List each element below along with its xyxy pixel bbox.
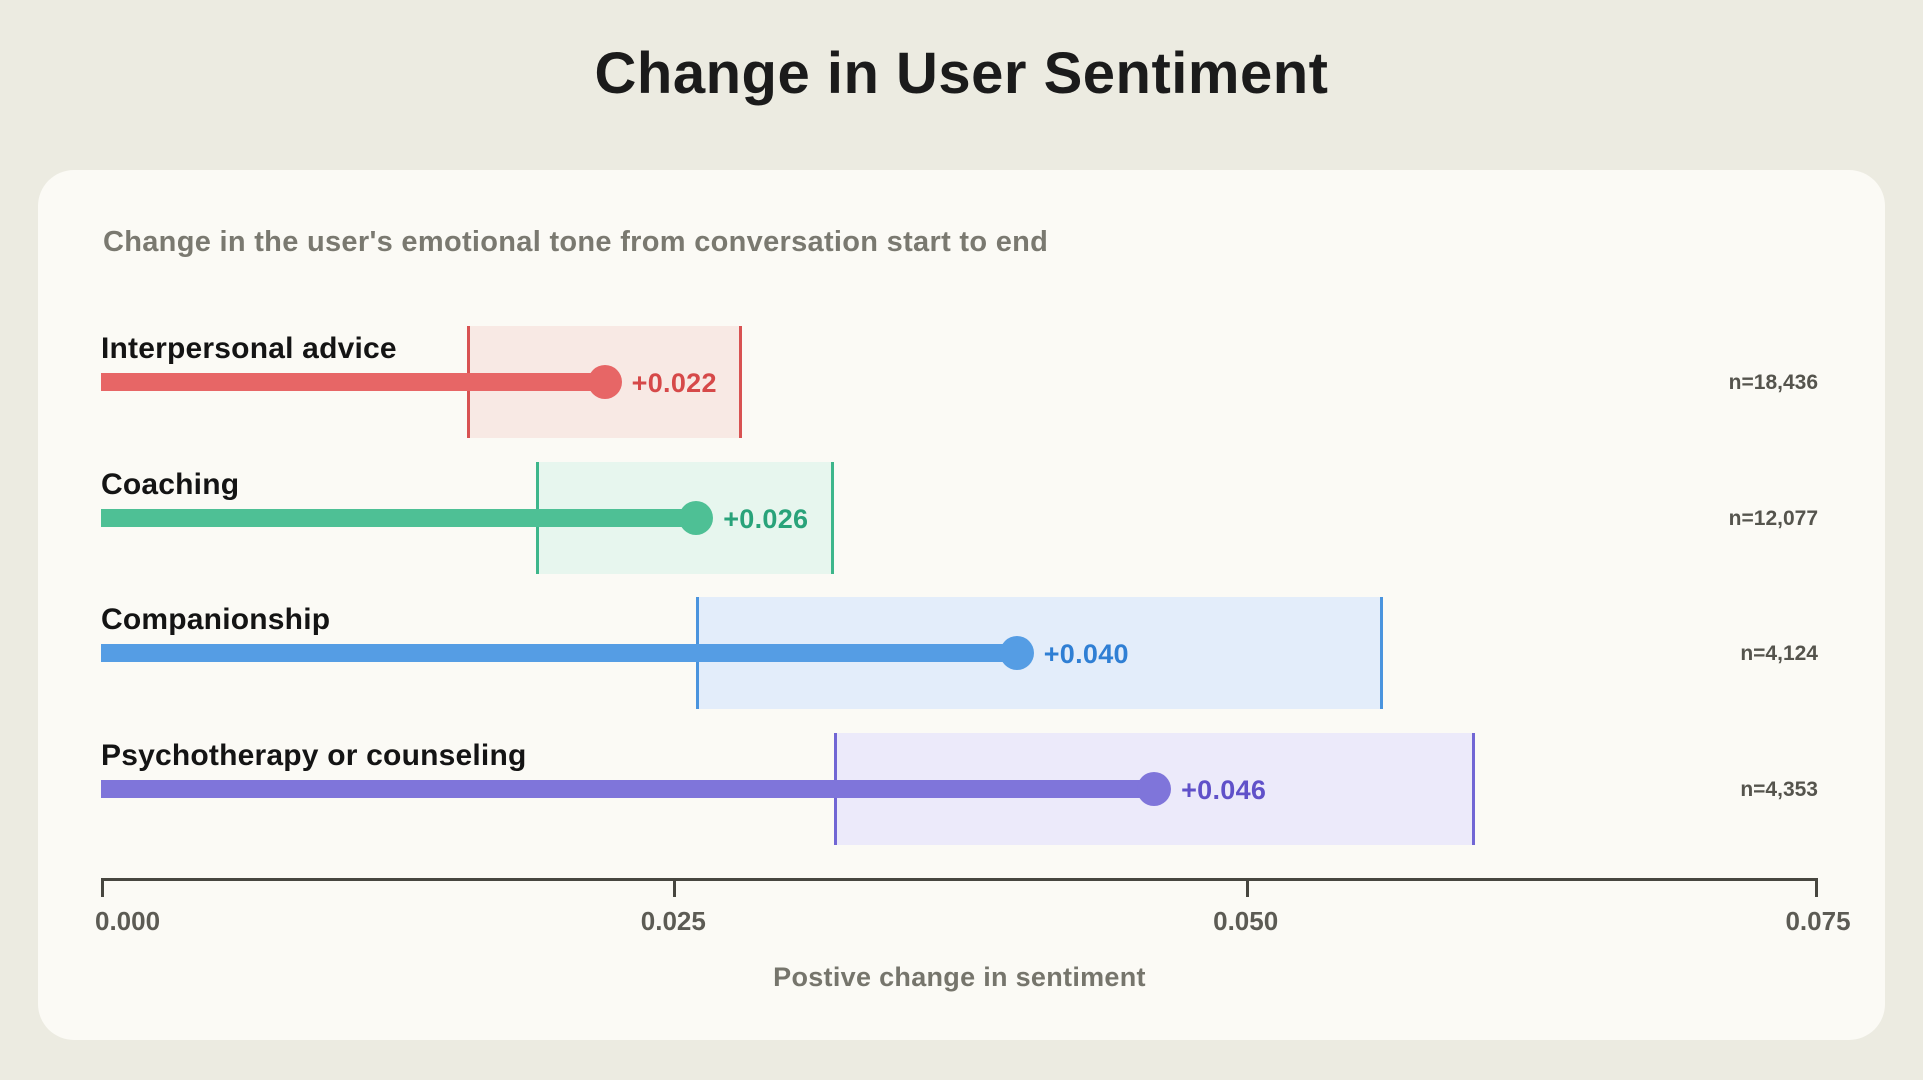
x-axis-tick-label: 0.075	[1785, 906, 1851, 936]
x-axis-tick	[673, 878, 677, 897]
x-axis-tick	[101, 878, 104, 897]
value-label: +0.026	[723, 504, 809, 534]
value-label: +0.022	[631, 368, 717, 398]
value-label: +0.046	[1181, 775, 1267, 805]
chart-row: +0.040 Companionship n=4,124	[101, 597, 1818, 709]
lollipop-dot	[587, 365, 622, 399]
lollipop-bar	[101, 780, 1155, 798]
x-axis-title: Postive change in sentiment	[773, 962, 1146, 992]
lollipop-dot	[1137, 772, 1172, 806]
sample-size-label: n=18,436	[1728, 371, 1818, 394]
x-axis: Postive change in sentiment 0.000 0.025 0.…	[95, 878, 1851, 1008]
category-label: Psychotherapy or counseling	[101, 739, 527, 772]
category-label: Companionship	[101, 603, 331, 636]
lollipop-bar	[101, 509, 697, 527]
sample-size-label: n=4,124	[1740, 642, 1818, 665]
category-label: Interpersonal advice	[101, 332, 397, 365]
x-axis-line	[101, 878, 1818, 881]
page-title: Change in User Sentiment	[594, 41, 1329, 106]
x-axis-tick	[1245, 878, 1249, 897]
plot-area: +0.022 Interpersonal advice n=18,436 +0.026…	[101, 326, 1818, 847]
chart-subtitle: Change in the user's emotional tone from…	[103, 226, 1049, 258]
chart-row: +0.046 Psychotherapy or counseling n=4,353	[101, 733, 1818, 845]
lollipop-dot	[679, 501, 714, 535]
chart-card: Change in the user's emotional tone from…	[38, 170, 1885, 1040]
x-axis-tick-label: 0.050	[1213, 906, 1279, 936]
sample-size-label: n=4,353	[1740, 778, 1818, 801]
lollipop-dot	[999, 636, 1034, 670]
x-axis-tick-label: 0.000	[95, 906, 161, 936]
chart-row: +0.022 Interpersonal advice n=18,436	[101, 326, 1818, 438]
value-label: +0.040	[1043, 639, 1129, 669]
category-label: Coaching	[101, 468, 240, 501]
sample-size-label: n=12,077	[1728, 507, 1818, 530]
chart-row: +0.026 Coaching n=12,077	[101, 462, 1818, 574]
x-axis-tick-label: 0.025	[640, 906, 706, 936]
lollipop-bar	[101, 373, 605, 391]
lollipop-bar	[101, 644, 1017, 662]
x-axis-tick	[1815, 878, 1818, 897]
